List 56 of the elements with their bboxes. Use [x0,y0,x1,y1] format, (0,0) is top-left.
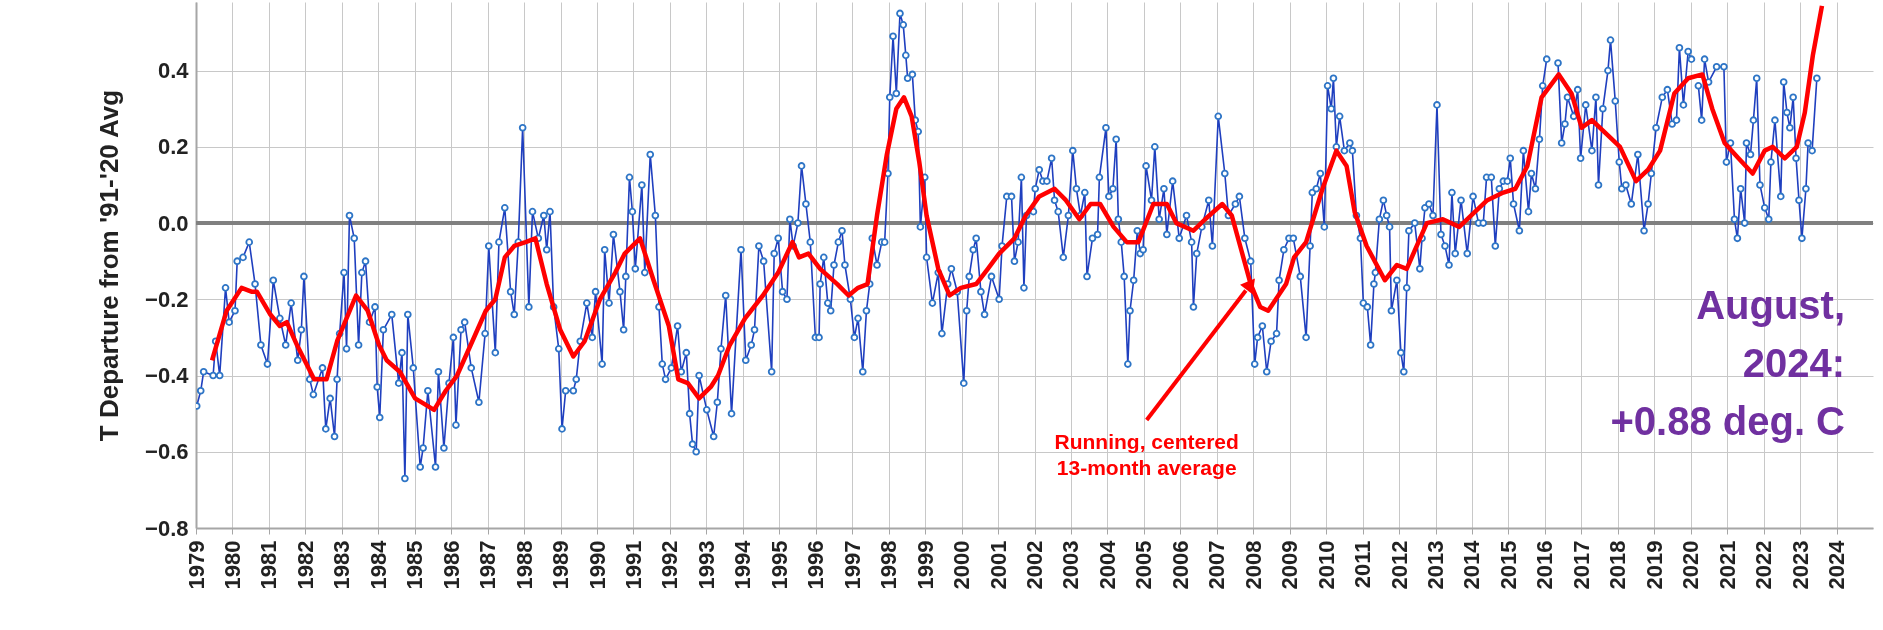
x-tick-label: 1986 [438,540,464,590]
x-tick-label: 1988 [511,540,537,590]
x-tick-label: 1984 [365,539,391,590]
x-tick-label: 2008 [1240,540,1266,590]
x-tick-label: 2000 [949,540,975,590]
x-tick-label: 1982 [292,540,318,590]
x-tick-label: 1987 [475,540,501,590]
x-tick-label: 1993 [693,540,719,590]
x-tick-label: 2006 [1167,540,1193,590]
x-tick-label: 1992 [657,540,683,590]
x-tick-label: 2019 [1641,540,1667,590]
x-tick-label: 1979 [183,540,209,590]
x-tick-label: 2016 [1532,540,1558,590]
x-tick-label: 1998 [876,540,902,590]
x-tick-label: 2011 [1350,540,1376,589]
y-tick-label: −0.8 [145,515,189,541]
x-tick-label: 1983 [329,540,355,590]
x-tick-label: 1999 [912,540,938,590]
x-tick-label: 1980 [219,540,245,590]
x-tick-label: 1997 [839,540,865,590]
x-tick-label: 2001 [985,540,1011,590]
y-tick-label: −0.4 [145,363,190,389]
x-tick-label: 2012 [1386,540,1412,590]
x-tick-label: 2018 [1605,540,1631,590]
x-tick-label: 1994 [730,539,756,590]
x-tick-label: 2003 [1058,540,1084,590]
y-tick-label: 0.2 [157,134,189,160]
y-tick-label: 0.0 [157,210,189,236]
x-tick-label: 2004 [1094,539,1120,590]
x-tick-label: 2020 [1678,540,1704,590]
y-tick-label: −0.6 [145,439,189,465]
x-tick-label: 2005 [1131,540,1157,590]
x-tick-label: 2002 [1022,540,1047,590]
x-tick-label: 2014 [1459,539,1485,590]
x-tick-label: 2021 [1714,540,1740,590]
x-tick-label: 1996 [803,540,829,590]
x-tick-label: 2010 [1313,540,1339,590]
x-tick-label: 2013 [1423,540,1449,590]
x-tick-label: 2023 [1787,540,1813,590]
x-tick-label: 2024 [1824,539,1850,590]
y-axis-title: T Departure from '91-'20 Avg [94,89,125,442]
x-tick-label: 2017 [1568,540,1594,590]
x-tick-label: 2009 [1277,540,1303,590]
x-tick-label: 2015 [1495,540,1521,590]
x-tick-label: 1990 [584,540,610,590]
x-tick-label: 1981 [256,540,282,590]
x-tick-label: 1989 [548,540,574,590]
x-tick-label: 1985 [402,540,428,590]
annotation: August, 2024: +0.88 deg. C [1610,283,1845,443]
y-tick-label: 0.4 [157,58,190,84]
annotation: Running, centered 13-month average [1054,430,1239,480]
x-tick-label: 2022 [1751,540,1777,590]
x-tick-label: 1991 [620,540,646,590]
x-tick-label: 1995 [766,540,792,590]
x-tick-label: 2007 [1204,540,1230,590]
y-tick-label: −0.2 [145,286,189,312]
